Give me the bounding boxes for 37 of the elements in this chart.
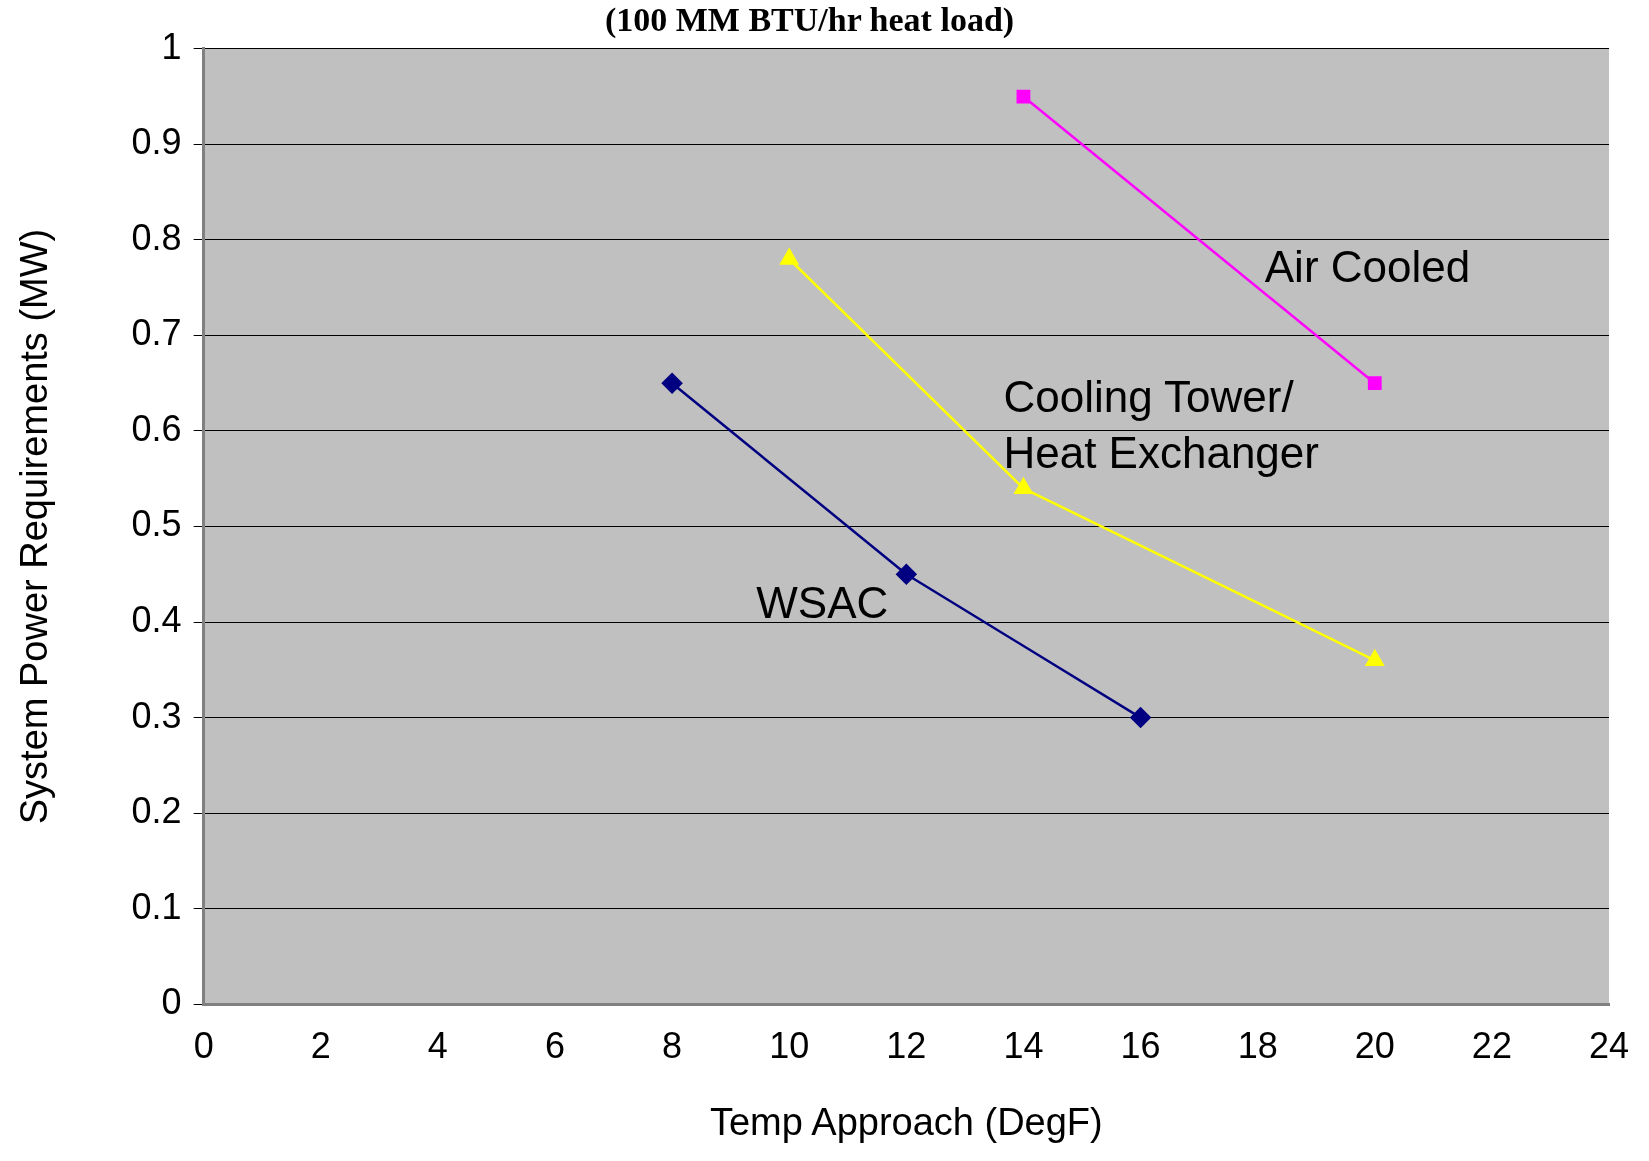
x-tick-label: 14 <box>1003 1024 1044 1066</box>
point <box>896 564 917 585</box>
point <box>661 372 683 394</box>
x-tick-label: 6 <box>544 1024 565 1066</box>
series-label: WSAC <box>756 578 889 628</box>
x-tick-label: 2 <box>310 1024 331 1066</box>
x-tick-label: 10 <box>769 1024 810 1066</box>
point <box>1014 478 1033 495</box>
y-tick-label: 0.2 <box>131 790 182 832</box>
y-tick-label: 0.4 <box>131 598 182 640</box>
x-tick-label: 12 <box>886 1024 927 1066</box>
y-tick-label: 0.5 <box>131 503 182 545</box>
y-tick-label: 1 <box>161 25 182 67</box>
y-tick-label: 0.1 <box>131 885 182 927</box>
chart-title: (100 MM BTU/hr heat load) <box>604 1 1015 40</box>
x-tick-label: 18 <box>1237 1024 1278 1066</box>
x-axis-title: Temp Approach (DegF) <box>709 1100 1103 1143</box>
y-tick-label: 0.7 <box>131 312 182 354</box>
point <box>1130 707 1151 728</box>
y-tick-label: 0.6 <box>131 407 182 449</box>
x-tick-label: 16 <box>1120 1024 1161 1066</box>
x-tick-label: 0 <box>193 1024 214 1066</box>
y-tick-label: 0.8 <box>131 216 182 258</box>
y-tick-label: 0.3 <box>131 694 182 736</box>
series-label: Air Cooled <box>1264 242 1471 292</box>
x-tick-label: 4 <box>427 1024 448 1066</box>
point <box>1365 650 1384 667</box>
y-axis-title: System Power Requirements (MW) <box>13 228 56 825</box>
point <box>1367 376 1382 391</box>
x-tick-label: 24 <box>1588 1024 1630 1066</box>
point <box>1016 89 1031 104</box>
y-tick-label: 0.9 <box>131 121 182 163</box>
x-tick-label: 8 <box>662 1024 683 1066</box>
y-tick-label: 0 <box>161 981 182 1023</box>
series-label: Cooling Tower/ Heat Exchanger <box>1003 372 1319 478</box>
x-tick-label: 22 <box>1471 1024 1512 1066</box>
x-tick-label: 20 <box>1354 1024 1395 1066</box>
